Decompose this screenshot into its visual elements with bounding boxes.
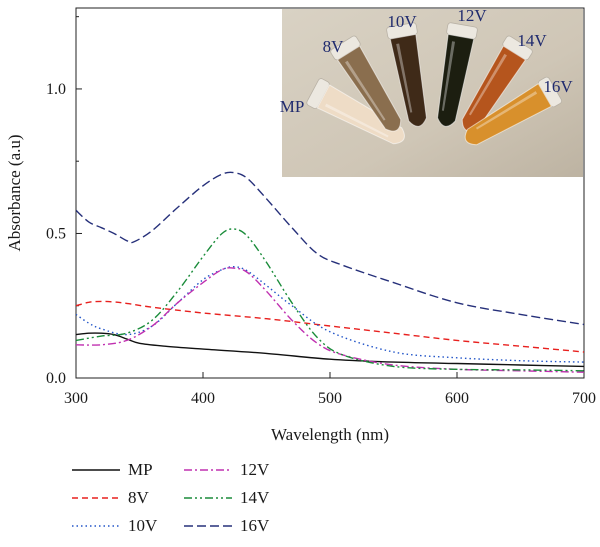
tube-highlight [324,103,389,138]
series-line-12v [76,267,584,373]
tube-label-10v: 10V [387,12,417,31]
tube-label-14v: 14V [517,31,547,50]
tube-liquid [336,45,402,132]
tube-label-8v: 8V [323,37,345,56]
tube-8v [330,35,402,132]
tube-highlight [345,60,386,121]
tube-group [306,22,563,146]
tube-liquid [316,84,405,145]
tube-highlight [396,43,413,113]
tube-mp [306,78,405,145]
x-axis-label: Wavelength (nm) [271,425,389,444]
legend-label-10v: 10V [128,516,158,535]
tube-label-mp: MP [280,97,305,116]
y-tick-label-0.0: 0.0 [46,370,66,387]
tube-10v [386,22,427,127]
tube-liquid [389,33,427,127]
legend-label-8v: 8V [128,488,149,507]
legend-label-14v: 14V [240,488,270,507]
x-tick-label-400: 400 [191,390,215,407]
legend-label-12v: 12V [240,460,270,479]
legend: MP 8V 10V 12V 14V 16V [72,458,332,544]
x-tick-label-700: 700 [572,390,596,407]
tube-liquid [437,33,475,127]
series-line-mp [76,332,584,368]
series-line-8v [76,300,584,353]
tube-12v [437,22,478,127]
tube-liquid [464,83,553,146]
tube-14v [461,35,533,132]
x-tick-label-300: 300 [64,390,88,407]
tube-highlight [476,91,538,130]
tube-label-12v: 12V [457,6,487,25]
legend-label-16v: 16V [240,516,270,535]
y-tick-label-0.5: 0.5 [46,225,66,242]
y-tick-label-1.0: 1.0 [46,81,66,98]
series-line-14v [76,228,584,372]
legend-label-mp: MP [128,460,153,479]
tube-highlight [469,53,507,116]
inset-photo: MP 8V 10V 12V 14V 16V [280,6,583,177]
tube-labels: MP 8V 10V 12V 14V 16V [280,6,574,116]
tube-16v [464,76,563,146]
series-lines [76,171,584,373]
x-tick-label-600: 600 [445,390,469,407]
x-tick-label-500: 500 [318,390,342,407]
y-axis-label: Absorbance (a.u) [5,134,24,251]
tube-highlight [441,41,456,111]
series-line-16v [76,171,584,326]
series-line-10v [76,265,584,363]
tube-label-16v: 16V [543,77,573,96]
